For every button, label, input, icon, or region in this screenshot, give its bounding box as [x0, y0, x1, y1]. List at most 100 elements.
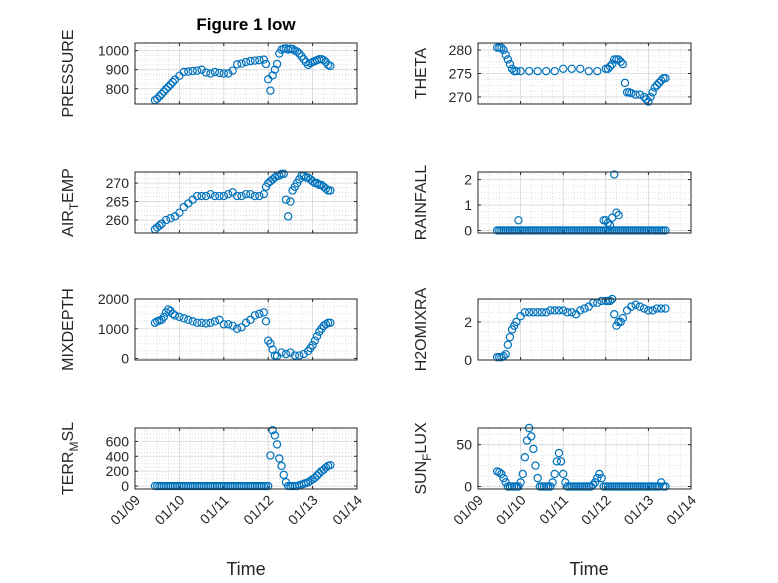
data-point	[661, 482, 670, 491]
axes-frame	[477, 42, 692, 105]
data-point	[275, 454, 284, 463]
data-point	[310, 336, 320, 345]
y-tick-label: 280	[449, 42, 473, 58]
data-point	[588, 480, 598, 490]
data-point	[648, 306, 657, 315]
data-point	[150, 318, 160, 328]
data-point	[554, 448, 564, 458]
data-point	[270, 431, 280, 440]
data-point	[514, 216, 523, 225]
data-point	[527, 432, 536, 441]
data-point	[501, 350, 510, 359]
data-point	[281, 195, 291, 204]
data-series	[492, 294, 670, 362]
data-point	[286, 197, 295, 206]
data-point	[524, 66, 534, 76]
data-point	[292, 47, 302, 56]
data-point	[210, 191, 220, 201]
x-tick-label: 01/14	[329, 492, 365, 528]
data-point	[166, 80, 175, 89]
x-tick-label: 01/12	[240, 492, 276, 528]
data-point	[192, 318, 202, 328]
data-series	[492, 170, 670, 235]
data-point	[270, 173, 280, 182]
data-point	[554, 306, 564, 315]
data-point	[654, 78, 664, 88]
data-point	[586, 482, 596, 491]
data-point	[184, 67, 193, 76]
y-tick-label: 2	[464, 172, 472, 188]
data-point	[179, 314, 189, 323]
data-point	[627, 89, 636, 98]
data-point	[261, 59, 271, 69]
data-point	[237, 59, 246, 68]
data-point	[279, 169, 288, 179]
data-point	[170, 311, 180, 320]
data-series	[150, 169, 335, 234]
data-point	[546, 482, 555, 491]
data-point	[219, 320, 228, 329]
data-point	[550, 66, 559, 76]
data-point	[650, 83, 659, 92]
y-tick-label: 2000	[98, 291, 129, 307]
data-point	[312, 178, 322, 188]
subplot-1: 800 900 1000 PRESSURE	[60, 29, 358, 118]
data-series	[150, 44, 335, 105]
data-point	[210, 317, 220, 326]
x-axis-label-right: Time	[569, 559, 608, 579]
data-point	[264, 481, 273, 491]
data-point	[593, 66, 602, 76]
y-axis-label: RAINFALL	[413, 165, 430, 241]
x-tick-label: 01/09	[450, 492, 486, 528]
data-point	[505, 59, 515, 69]
data-point	[261, 481, 271, 491]
data-point	[321, 320, 331, 329]
y-axis-label: MIXDEPTH	[60, 288, 77, 371]
subplot-6: 0 2 H2OMIXRA	[413, 287, 692, 371]
y-tick-label: 600	[106, 433, 130, 449]
data-point	[499, 45, 508, 55]
grid	[477, 299, 692, 361]
data-point	[268, 71, 277, 80]
data-point	[215, 191, 224, 201]
data-point	[529, 444, 538, 454]
data-point	[550, 306, 559, 315]
data-point	[201, 68, 211, 77]
figure-title: Figure 1 low	[196, 15, 296, 34]
data-point	[215, 68, 224, 78]
y-tick-label: 270	[449, 89, 473, 105]
data-point	[206, 318, 215, 328]
data-point	[607, 59, 617, 69]
data-point	[639, 304, 649, 313]
grid	[134, 43, 358, 104]
data-point	[552, 457, 562, 466]
data-point	[656, 76, 666, 85]
data-point	[166, 214, 175, 223]
data-point	[559, 306, 568, 315]
data-point	[241, 189, 251, 199]
data-point	[301, 173, 311, 182]
data-point	[164, 82, 173, 92]
data-point	[201, 191, 211, 201]
data-point	[219, 69, 228, 78]
axes-frame	[477, 427, 692, 490]
axes-frame	[134, 298, 358, 361]
grid	[477, 428, 692, 489]
data-point	[188, 317, 197, 326]
data-point	[303, 60, 313, 70]
data-point	[295, 351, 304, 360]
data-point	[308, 340, 317, 350]
data-point	[192, 191, 202, 201]
data-point	[533, 66, 542, 76]
data-point	[559, 469, 568, 479]
y-tick-label: 50	[456, 437, 472, 453]
data-point	[215, 315, 224, 325]
data-point	[646, 92, 655, 102]
data-point	[501, 478, 510, 487]
data-point	[656, 304, 666, 313]
data-point	[261, 317, 271, 326]
data-point	[516, 478, 525, 487]
data-point	[639, 92, 649, 102]
